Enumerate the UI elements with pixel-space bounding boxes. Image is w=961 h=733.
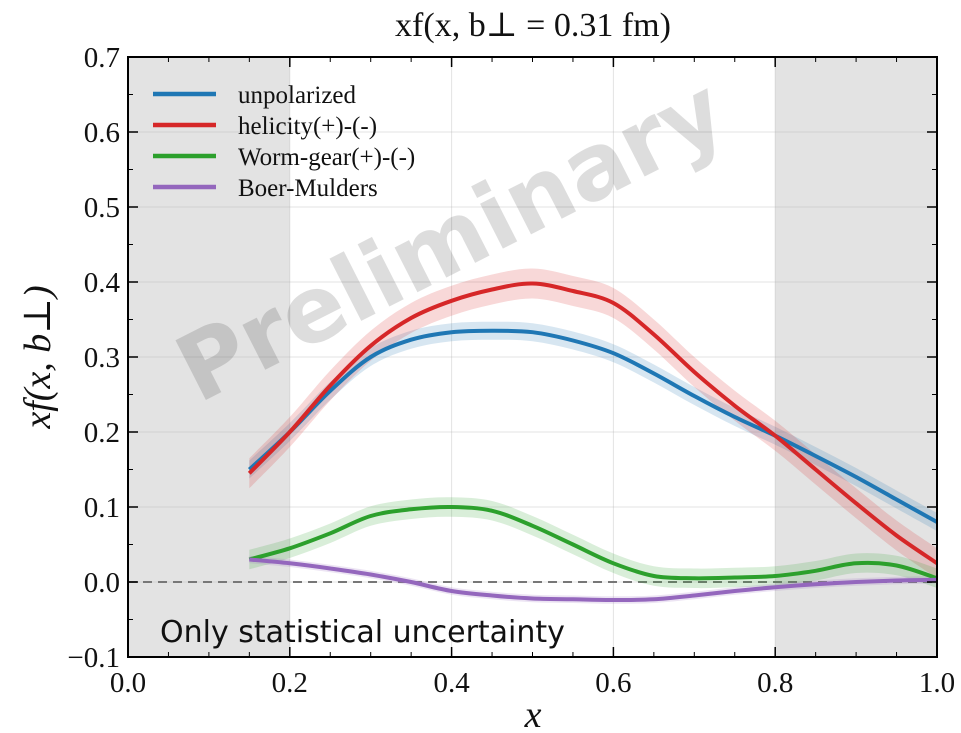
x-tick-label-1: 0.2: [272, 667, 308, 699]
x-tick-label-3: 0.6: [595, 667, 631, 699]
y-tick-label-3: 0.2: [84, 417, 120, 449]
y-tick-label-6: 0.5: [84, 192, 120, 224]
legend-label-2: Worm-gear(+)-(-): [238, 144, 415, 171]
x-tick-label-0: 0.0: [110, 667, 146, 699]
shaded-region-1: [775, 57, 937, 657]
y-tick-label-0: −0.1: [67, 642, 120, 674]
legend-label-3: Boer-Mulders: [238, 175, 378, 202]
series-line-0: [247, 328, 937, 524]
x-tick-label-2: 0.4: [433, 667, 470, 699]
series-line-1: [247, 281, 937, 565]
x-tick-label-4: 0.8: [757, 667, 793, 699]
series-band-3: [249, 555, 937, 604]
x-tick-label-5: 1.0: [919, 667, 955, 699]
legend-label-0: unpolarized: [238, 82, 357, 109]
chart-title: xf(x, b⊥ = 0.31 fm): [395, 7, 671, 44]
y-tick-label-8: 0.7: [84, 42, 120, 74]
y-axis-label: xf(x, b⊥): [17, 285, 59, 429]
annotation-text: Only statistical uncertainty: [160, 615, 565, 650]
y-tick-label-7: 0.6: [84, 117, 120, 149]
legend: unpolarized helicity(+)-(-) Worm-gear(+)-(…: [153, 82, 415, 202]
y-tick-label-1: 0.0: [84, 567, 120, 599]
legend-label-1: helicity(+)-(-): [238, 113, 377, 140]
y-tick-label-2: 0.1: [84, 492, 120, 524]
y-tick-label-4: 0.3: [84, 342, 120, 374]
y-tick-label-5: 0.4: [84, 267, 121, 299]
x-axis-label: x: [524, 694, 542, 733]
series-line-2: [248, 504, 937, 581]
series-line-3: [249, 557, 937, 602]
